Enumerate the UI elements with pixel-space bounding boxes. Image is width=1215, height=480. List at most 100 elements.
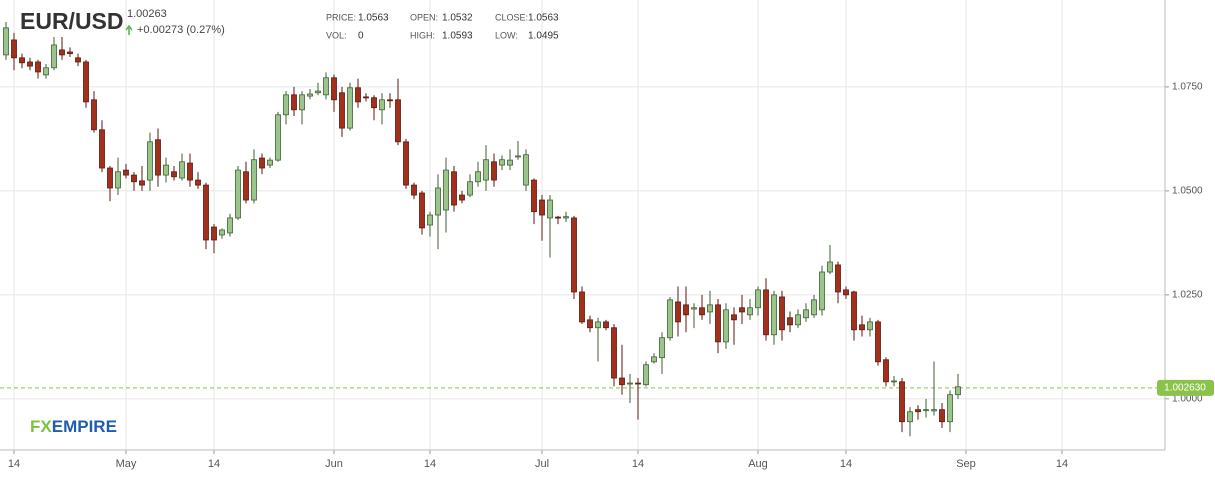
candle-body bbox=[523, 154, 529, 186]
candle-body bbox=[595, 321, 601, 329]
candle-body bbox=[27, 61, 33, 67]
candle-body bbox=[459, 194, 465, 201]
candle-body bbox=[443, 169, 449, 211]
candle-body bbox=[387, 99, 393, 102]
candle-body bbox=[555, 216, 561, 219]
x-tick-label: 14 bbox=[1056, 458, 1068, 470]
x-tick-label: Jul bbox=[535, 458, 549, 470]
candle-body bbox=[779, 296, 785, 331]
candle-body bbox=[811, 299, 817, 316]
stat-value: 0 bbox=[358, 31, 364, 42]
candle-body bbox=[203, 184, 209, 241]
candle-body bbox=[499, 159, 505, 166]
candle-body bbox=[403, 141, 409, 186]
candle-body bbox=[531, 179, 537, 213]
candle-body bbox=[115, 171, 121, 189]
candle-body bbox=[19, 57, 25, 64]
candle-body bbox=[179, 161, 185, 179]
stat-value: 1.0495 bbox=[528, 31, 559, 42]
candle-body bbox=[219, 229, 225, 236]
candle-body bbox=[859, 324, 865, 331]
candle-body bbox=[75, 57, 81, 63]
candle-body bbox=[59, 49, 65, 56]
candle-body bbox=[235, 169, 241, 219]
candle-body bbox=[323, 77, 329, 96]
candle-body bbox=[347, 87, 353, 129]
candle-body bbox=[827, 261, 833, 273]
plot-layer bbox=[0, 0, 1169, 454]
candle-body bbox=[763, 289, 769, 336]
candle-body bbox=[507, 159, 513, 166]
candle-body bbox=[883, 359, 889, 383]
candle-body bbox=[635, 382, 641, 385]
candle-body bbox=[755, 289, 761, 309]
candle-body bbox=[699, 307, 705, 316]
candle-body bbox=[467, 181, 473, 196]
candle-body bbox=[899, 381, 905, 423]
candle-body bbox=[187, 162, 193, 181]
candle-body bbox=[227, 217, 233, 234]
candle-body bbox=[915, 409, 921, 413]
candle-body bbox=[731, 314, 737, 321]
candle-body bbox=[299, 94, 305, 111]
candle-body bbox=[771, 294, 777, 336]
candle-body bbox=[451, 171, 457, 206]
candle-body bbox=[251, 159, 257, 201]
y-tick-label: 1.0250 bbox=[1172, 290, 1203, 301]
candle-body bbox=[739, 307, 745, 313]
candle-body bbox=[931, 409, 937, 412]
last-price: 1.00263 bbox=[127, 8, 167, 20]
candle-body bbox=[243, 171, 249, 201]
candle-body bbox=[411, 184, 417, 196]
logo-prefix: FX bbox=[30, 417, 52, 436]
y-tick-label: 1.0500 bbox=[1172, 186, 1203, 197]
candle-body bbox=[491, 161, 497, 181]
candle-body bbox=[131, 174, 137, 183]
candle-body bbox=[539, 199, 545, 216]
candle-body bbox=[875, 321, 881, 363]
candle-body bbox=[211, 226, 217, 241]
candle-body bbox=[723, 309, 729, 343]
y-tick-label: 1.0000 bbox=[1172, 393, 1203, 404]
stat-value: 1.0593 bbox=[442, 31, 473, 42]
candle-body bbox=[867, 321, 873, 331]
candle-body bbox=[939, 409, 945, 423]
candle-body bbox=[291, 94, 297, 111]
candle-body bbox=[11, 39, 17, 59]
candle-body bbox=[307, 93, 313, 97]
candle-body bbox=[43, 67, 49, 76]
candle-body bbox=[907, 411, 913, 423]
candle-body bbox=[275, 114, 281, 161]
stat-value: 1.0563 bbox=[358, 13, 389, 24]
stat-label: PRICE: bbox=[326, 12, 356, 22]
candle-body bbox=[371, 97, 377, 109]
candle-body bbox=[155, 139, 161, 176]
candle-body bbox=[195, 179, 201, 186]
candle-body bbox=[891, 380, 897, 383]
logo-name: EMPIRE bbox=[52, 417, 117, 436]
candle-body bbox=[675, 301, 681, 323]
candle-body bbox=[315, 90, 321, 94]
candle-body bbox=[83, 61, 89, 103]
candle-body bbox=[435, 187, 441, 216]
last-price-label: 1.002630 bbox=[1164, 383, 1206, 394]
candle-body bbox=[787, 317, 793, 326]
y-tick-label: 1.0750 bbox=[1172, 82, 1203, 93]
candle-body bbox=[483, 159, 489, 181]
candle-body bbox=[395, 99, 401, 143]
candle-body bbox=[355, 87, 361, 103]
candle-body bbox=[419, 192, 425, 229]
candle-body bbox=[707, 304, 713, 313]
candle-body bbox=[667, 299, 673, 339]
candle-body bbox=[835, 264, 841, 293]
stat-label: CLOSE: bbox=[495, 12, 528, 22]
x-tick-label: Sep bbox=[956, 458, 976, 470]
up-arrow bbox=[125, 24, 133, 35]
candle-body bbox=[379, 99, 385, 111]
last-price-badge bbox=[1157, 379, 1214, 396]
candle-body bbox=[331, 77, 337, 101]
candle-body bbox=[35, 61, 41, 73]
candle-body bbox=[139, 180, 145, 186]
